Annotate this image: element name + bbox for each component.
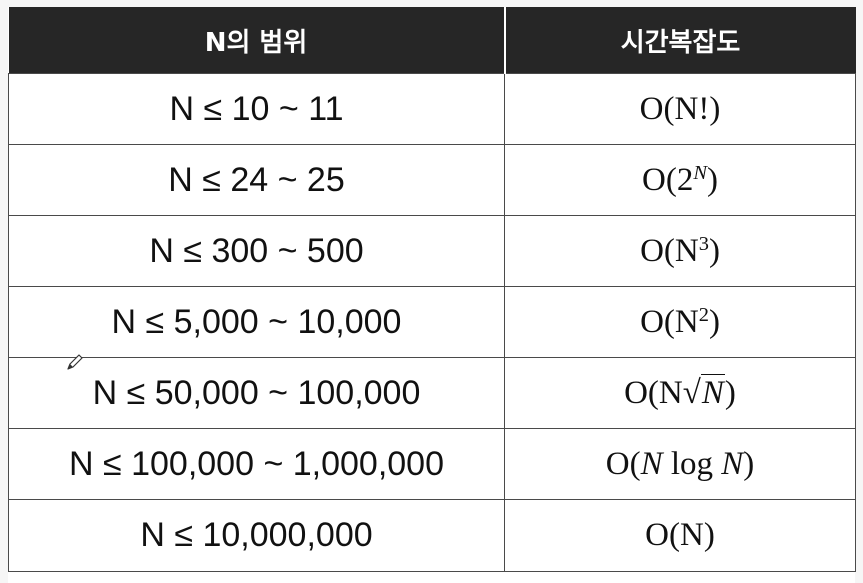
complexity-table-frame: N의 범위 시간복잡도 N ≤ 10 ~ 11 O(N!) N ≤ 24 ~ 2… xyxy=(8,7,856,583)
table-row: N ≤ 10,000,000 O(N) xyxy=(8,499,856,572)
range-cell: N ≤ 10 ~ 11 xyxy=(8,73,505,145)
table-row: N ≤ 100,000 ~ 1,000,000 O(N log N) xyxy=(8,428,856,500)
complexity-cell: O(N2) xyxy=(504,286,856,358)
complexity-text: ) xyxy=(743,445,755,482)
pencil-icon xyxy=(67,354,83,370)
table-row: N ≤ 50,000 ~ 100,000 O(N√N) xyxy=(8,357,856,429)
complexity-text: ) xyxy=(708,232,720,269)
complexity-cell: O(2N) xyxy=(504,144,856,216)
range-cell: N ≤ 5,000 ~ 10,000 xyxy=(8,286,505,358)
table-row: N ≤ 10 ~ 11 O(N!) xyxy=(8,73,856,145)
range-cell: N ≤ 100,000 ~ 1,000,000 xyxy=(8,428,505,500)
complexity-cell: O(N) xyxy=(504,499,856,572)
table-header-row: N의 범위 시간복잡도 xyxy=(8,7,856,74)
complexity-text: O(N xyxy=(640,303,699,340)
complexity-exponent: 2 xyxy=(698,303,709,326)
table-row: N ≤ 24 ~ 25 O(2N) xyxy=(8,144,856,216)
complexity-text: O(N xyxy=(640,232,699,269)
header-range: N의 범위 xyxy=(8,7,506,74)
range-cell: N ≤ 10,000,000 xyxy=(8,499,505,572)
sqrt-symbol: √ xyxy=(682,374,701,411)
complexity-text: O(N!) xyxy=(639,90,721,127)
square-root: √N xyxy=(682,373,725,412)
table-row: N ≤ 5,000 ~ 10,000 O(N2) xyxy=(8,286,856,358)
complexity-text: O( xyxy=(605,445,641,482)
complexity-variable: N xyxy=(721,445,744,482)
complexity-cell: O(N√N) xyxy=(504,357,856,429)
table-row: N ≤ 300 ~ 500 O(N3) xyxy=(8,215,856,287)
complexity-text: O(2 xyxy=(642,161,694,198)
complexity-text: ) xyxy=(724,374,736,411)
range-cell: N ≤ 300 ~ 500 xyxy=(8,215,505,287)
complexity-text: ) xyxy=(706,161,718,198)
complexity-cell: O(N log N) xyxy=(504,428,856,500)
complexity-text: ) xyxy=(708,303,720,340)
complexity-exponent: 3 xyxy=(698,232,709,255)
range-cell: N ≤ 50,000 ~ 100,000 xyxy=(8,357,505,429)
complexity-cell: O(N!) xyxy=(504,73,856,145)
header-complexity: 시간복잡도 xyxy=(504,7,856,74)
complexity-table: N의 범위 시간복잡도 N ≤ 10 ~ 11 O(N!) N ≤ 24 ~ 2… xyxy=(8,7,856,572)
sqrt-radicand: N xyxy=(700,373,725,411)
complexity-text: O(N xyxy=(624,374,683,411)
complexity-text: O(N) xyxy=(645,517,715,553)
complexity-exponent: N xyxy=(693,161,707,184)
range-cell: N ≤ 24 ~ 25 xyxy=(8,144,505,216)
complexity-cell: O(N3) xyxy=(504,215,856,287)
complexity-variable: N xyxy=(640,445,663,482)
complexity-text: log xyxy=(662,445,722,482)
